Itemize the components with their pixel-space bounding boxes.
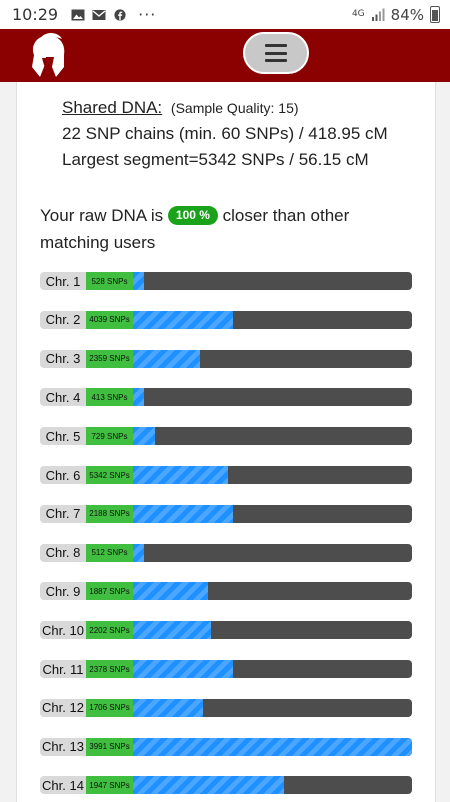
snp-count: 5342 SNPs [86,466,133,484]
snp-chains-summary: 22 SNP chains (min. 60 SNPs) / 418.95 cM [62,124,388,143]
status-right: 4G 84% [352,0,440,29]
shared-segment-bar [133,543,144,562]
chromosome-label: Chr. 3 [40,349,86,368]
chromosome-label: Chr. 13 [40,737,86,756]
chromosome-label: Chr. 2 [40,310,86,329]
network-type: 4G [351,9,365,19]
largest-segment: Largest segment=5342 SNPs / 56.15 cM [62,150,369,169]
chromosome-label: Chr. 1 [40,272,86,290]
chromosome-row[interactable]: Chr. 13 3991 SNPs [40,737,412,756]
snp-count: 2359 SNPs [86,349,133,368]
snp-count: 1947 SNPs [86,776,133,795]
shared-segment-bar [133,621,211,640]
signal-icon [371,8,385,21]
shared-segment-bar [133,582,208,601]
shared-segment-bar [133,737,412,756]
chromosome-row[interactable]: Chr. 3 2359 SNPs [40,349,412,368]
chromosome-track: 1947 SNPs [86,776,412,795]
shared-dna-block: Shared DNA: (Sample Quality: 15) 22 SNP … [62,98,388,170]
chromosome-row[interactable]: Chr. 4 413 SNPs [40,388,412,407]
chromosome-track: 1887 SNPs [86,582,412,601]
snp-count: 413 SNPs [86,388,133,407]
chromosome-label: Chr. 12 [40,698,86,717]
shared-segment-bar [133,388,144,407]
chromosome-label: Chr. 6 [40,466,86,484]
closeness-badge: 100 % [167,206,218,225]
chromosome-track: 2359 SNPs [86,349,412,368]
chromosome-label: Chr. 11 [40,660,86,678]
app-header [0,29,450,82]
chromosome-track: 4039 SNPs [86,310,412,329]
status-time: 10:29 [12,5,59,24]
chromosome-row[interactable]: Chr. 6 5342 SNPs [40,466,412,484]
chromosome-row[interactable]: Chr. 8 512 SNPs [40,543,412,562]
facebook-icon [114,8,126,21]
snp-count: 3991 SNPs [86,737,133,756]
chromosome-track: 2202 SNPs [86,621,412,640]
chromosome-track: 729 SNPs [86,427,412,446]
shared-segment-bar [133,272,144,290]
chromosome-track: 5342 SNPs [86,466,412,484]
shared-segment-bar [133,776,284,795]
menu-button[interactable] [243,32,309,74]
snp-count: 1706 SNPs [86,698,133,717]
snp-count: 528 SNPs [86,272,133,290]
snp-count: 1887 SNPs [86,582,133,601]
chromosome-track: 2378 SNPs [86,660,412,678]
mail-icon [92,9,106,20]
chromosome-track: 528 SNPs [86,272,412,290]
match-card: Shared DNA: (Sample Quality: 15) 22 SNP … [16,82,436,802]
snp-count: 2202 SNPs [86,621,133,640]
hamburger-icon [265,44,287,62]
raw-dna-comparison: Your raw DNA is 100 % closer than other … [40,202,410,256]
chromosome-label: Chr. 5 [40,427,86,446]
status-bar: 10:29 ··· 4G 84% [0,0,450,29]
raw-dna-suffix: closer than other matching users [40,206,350,252]
raw-dna-prefix: Your raw DNA is [40,206,164,225]
shared-segment-bar [133,310,233,329]
snp-count: 512 SNPs [86,543,133,562]
chromosome-label: Chr. 4 [40,388,86,407]
shared-dna-title[interactable]: Shared DNA: [62,98,163,117]
chromosome-label: Chr. 8 [40,543,86,562]
chromosome-row[interactable]: Chr. 12 1706 SNPs [40,698,412,717]
snp-count: 2188 SNPs [86,504,133,523]
chromosome-row[interactable]: Chr. 9 1887 SNPs [40,582,412,601]
chromosome-row[interactable]: Chr. 7 2188 SNPs [40,504,412,523]
chromosome-track: 512 SNPs [86,543,412,562]
chromosome-track: 1706 SNPs [86,698,412,717]
chromosome-label: Chr. 9 [40,582,86,601]
chromosome-track: 3991 SNPs [86,737,412,756]
chromosome-label: Chr. 7 [40,504,86,523]
shared-dna-header: Shared DNA: (Sample Quality: 15) [62,98,388,118]
shared-segment-bar [133,466,228,484]
shared-segment-bar [133,349,200,368]
chromosome-row[interactable]: Chr. 11 2378 SNPs [40,660,412,678]
more-dots: ··· [138,5,157,24]
chromosome-label: Chr. 10 [40,621,86,640]
status-left: 10:29 ··· [0,5,156,24]
chromosome-track: 413 SNPs [86,388,412,407]
chromosome-label: Chr. 14 [40,776,86,795]
battery-icon [430,6,440,23]
battery-percent: 84% [390,5,424,24]
snp-count: 729 SNPs [86,427,133,446]
spartan-helmet-icon[interactable] [28,31,68,79]
chromosome-row[interactable]: Chr. 1 528 SNPs [40,272,412,290]
chromosome-row[interactable]: Chr. 10 2202 SNPs [40,621,412,640]
shared-segment-bar [133,660,233,678]
shared-segment-bar [133,504,233,523]
image-icon [71,9,85,20]
shared-segment-bar [133,427,155,446]
chromosome-row[interactable]: Chr. 14 1947 SNPs [40,776,412,795]
shared-segment-bar [133,698,203,717]
sample-quality: (Sample Quality: 15) [170,100,299,116]
chromosome-row[interactable]: Chr. 2 4039 SNPs [40,310,412,329]
snp-count: 4039 SNPs [86,310,133,329]
chromosome-track: 2188 SNPs [86,504,412,523]
snp-count: 2378 SNPs [86,660,133,678]
chromosome-row[interactable]: Chr. 5 729 SNPs [40,427,412,446]
